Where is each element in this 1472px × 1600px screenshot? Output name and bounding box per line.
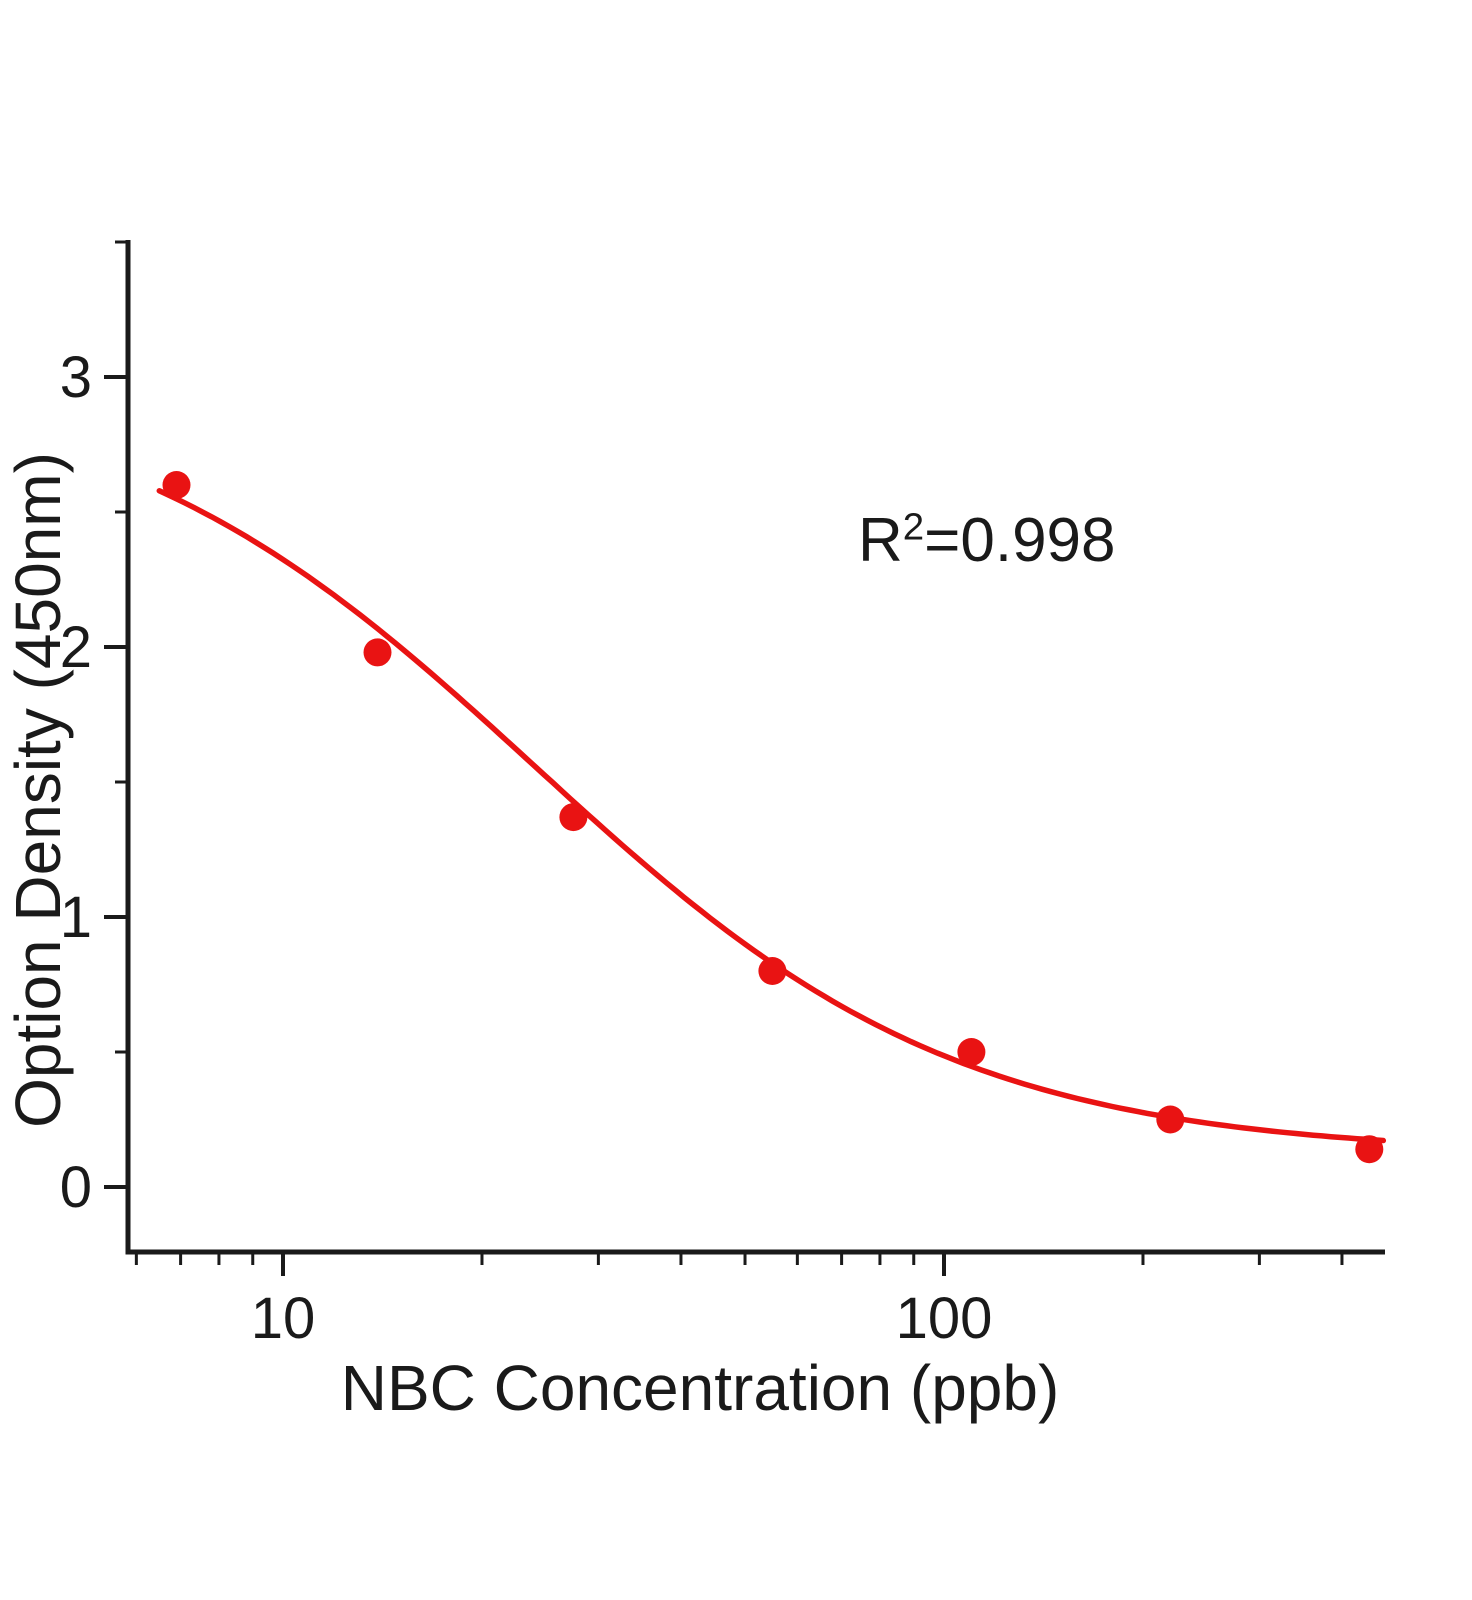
- data-point: [1156, 1105, 1185, 1134]
- y-axis-title: Option Density (450nm): [2, 452, 74, 1128]
- data-point: [559, 803, 588, 832]
- y-tick-label: 0: [60, 1155, 92, 1220]
- axes-group: [125, 240, 1385, 1255]
- data-point: [363, 638, 392, 667]
- data-points-group: [162, 471, 1384, 1164]
- y-tick-label: 3: [60, 345, 92, 410]
- x-tick-label: 10: [251, 1286, 316, 1351]
- data-point: [957, 1038, 986, 1066]
- x-axis-title: NBC Concentration (ppb): [340, 1352, 1060, 1424]
- r-squared-superscript: 2: [902, 505, 925, 549]
- fit-curve: [156, 488, 1387, 1144]
- data-point: [162, 471, 191, 499]
- y-tick-label: 2: [60, 615, 92, 680]
- ticks-group: 10 100 0 1 2 3: [60, 240, 1344, 1351]
- r-squared-annotation: R2=0.998: [858, 505, 1116, 576]
- data-point: [758, 957, 787, 985]
- r-squared-value: =0.998: [924, 506, 1116, 575]
- y-tick-label: 1: [60, 885, 92, 950]
- r-squared-base: R: [858, 506, 903, 575]
- data-point: [1355, 1135, 1384, 1164]
- x-tick-label: 100: [896, 1286, 993, 1351]
